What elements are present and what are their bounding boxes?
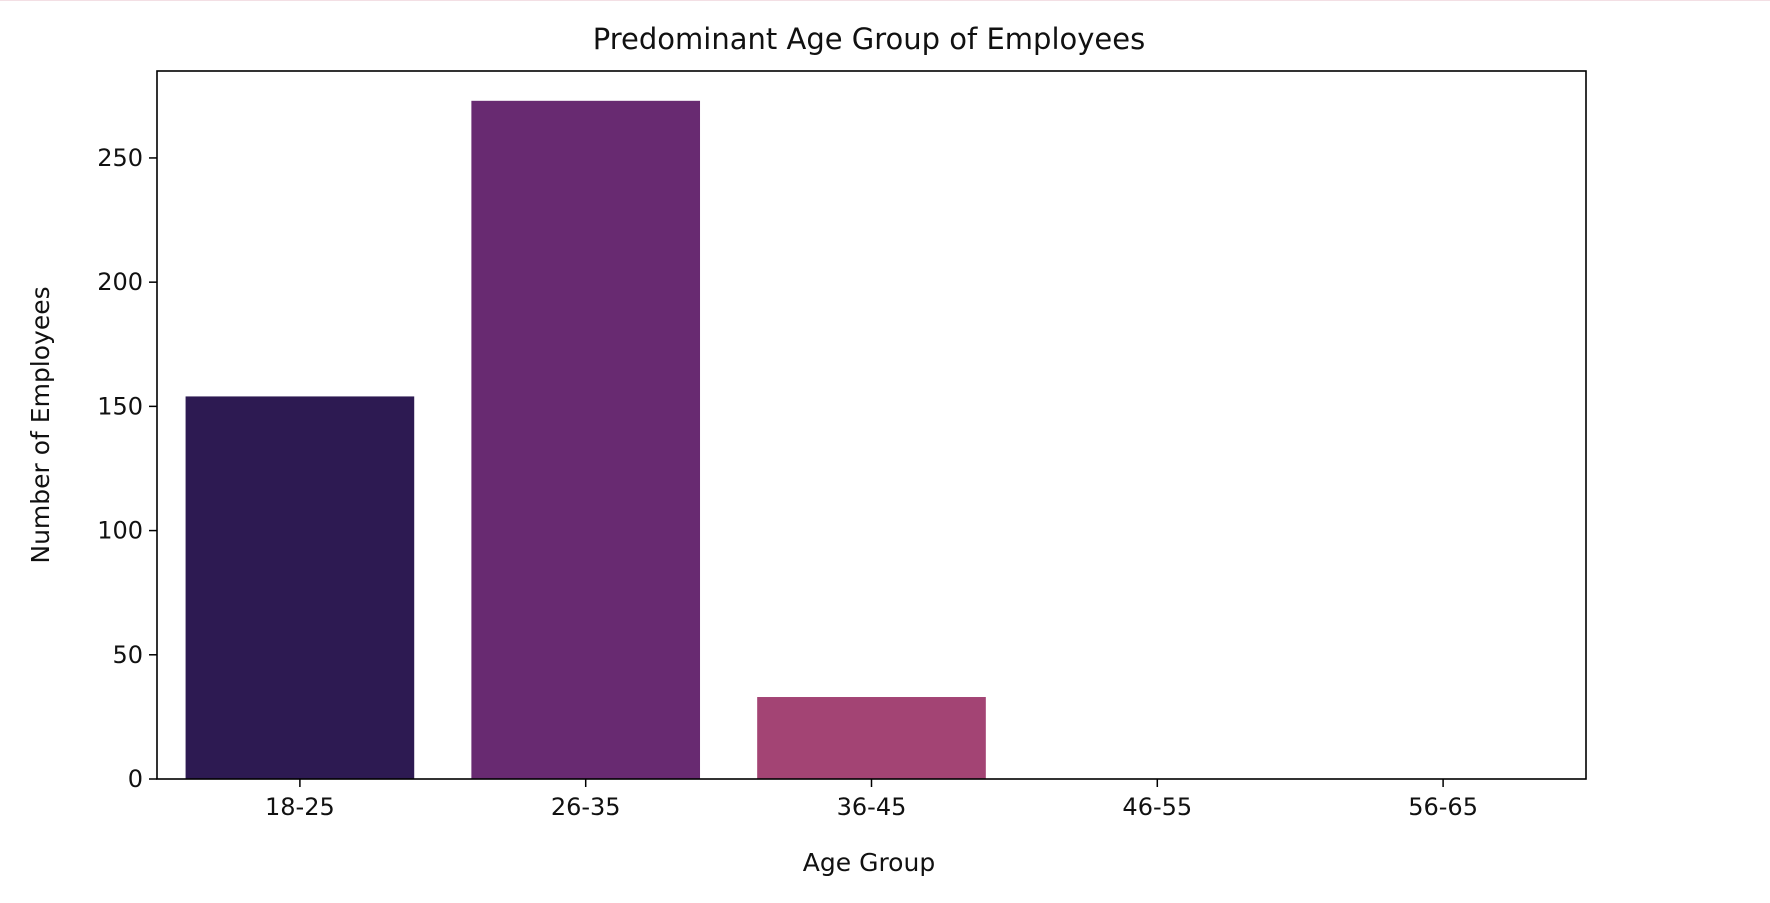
x-tick-label: 46-55 <box>1122 793 1192 821</box>
bar-18-25 <box>185 396 415 779</box>
bar-36-45 <box>757 697 986 779</box>
y-tick-label: 0 <box>128 765 143 793</box>
y-tick-label: 50 <box>112 641 143 669</box>
x-tick-label: 26-35 <box>551 793 621 821</box>
x-axis-label: Age Group <box>803 848 935 877</box>
y-tick-label: 200 <box>97 268 143 296</box>
x-tick-label: 18-25 <box>265 793 335 821</box>
top-border-line <box>0 0 1770 1</box>
y-tick-label: 250 <box>97 144 143 172</box>
chart-title: Predominant Age Group of Employees <box>593 22 1145 56</box>
bars-layer <box>185 100 986 779</box>
x-tick-label: 36-45 <box>837 793 907 821</box>
y-axis: 0 50 100 150 200 250 <box>97 144 157 793</box>
x-axis: 18-25 26-35 36-45 46-55 56-65 <box>265 779 1478 821</box>
y-tick-label: 100 <box>97 517 143 545</box>
y-axis-label: Number of Employees <box>26 286 55 563</box>
y-tick-label: 150 <box>97 392 143 420</box>
bar-26-35 <box>471 100 701 779</box>
x-tick-label: 56-65 <box>1408 793 1478 821</box>
